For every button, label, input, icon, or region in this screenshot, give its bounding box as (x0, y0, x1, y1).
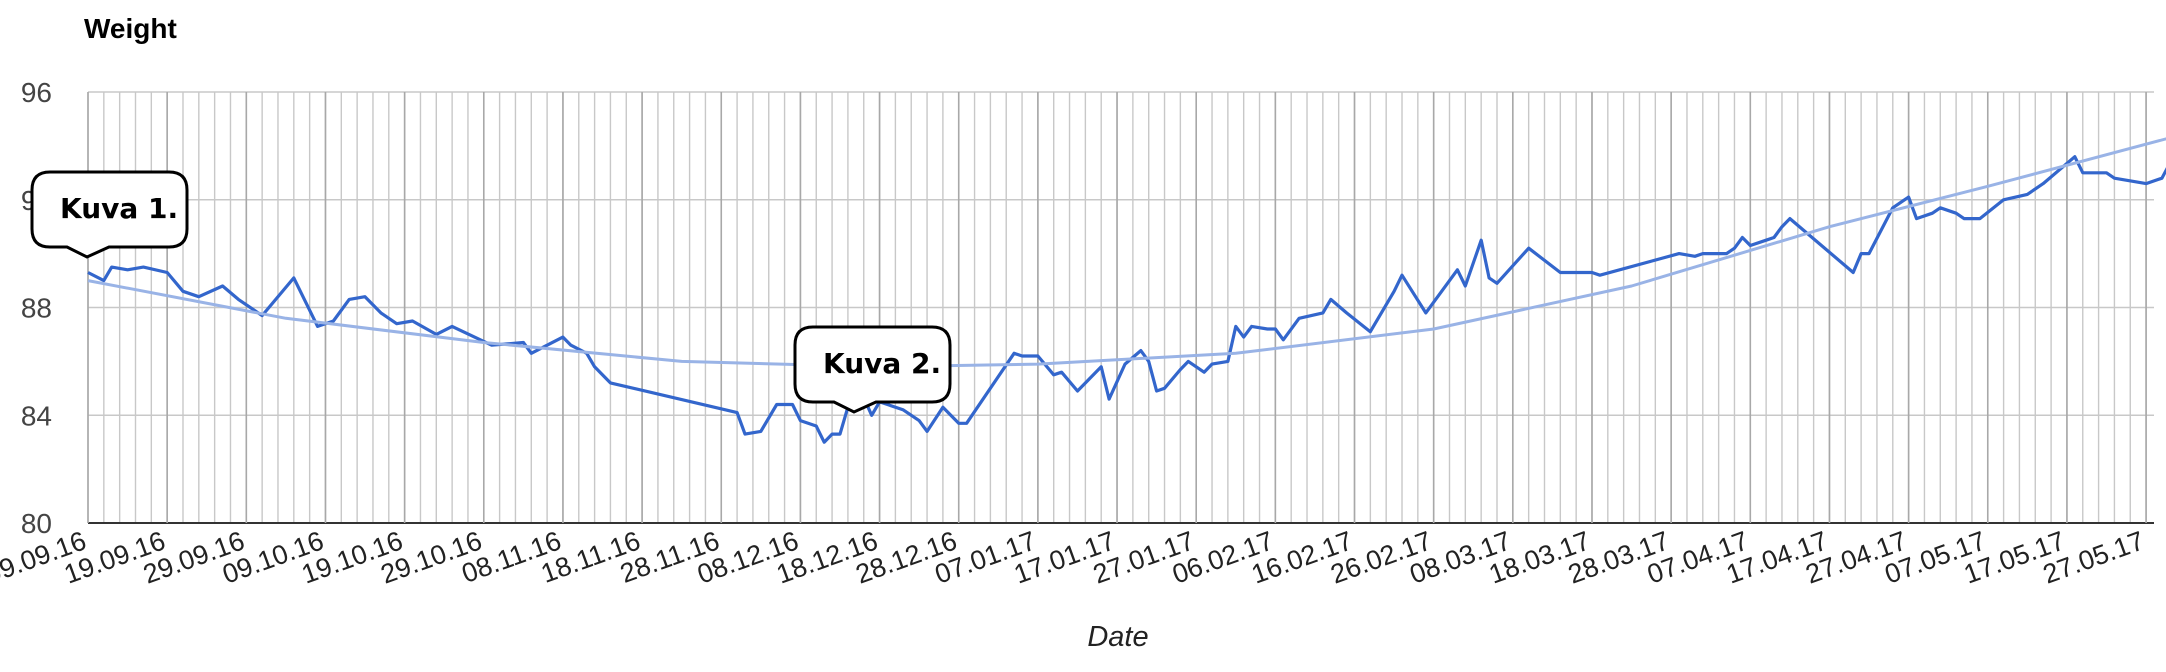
callout-bubble (30, 170, 189, 259)
y-tick-label: 96 (21, 77, 52, 108)
trendline (87, 137, 2166, 369)
x-axis-label: Date (1087, 621, 1148, 653)
series-layer (87, 137, 2166, 444)
weight-series-line (87, 155, 2166, 444)
callout-layer: Kuva 1. Kuva 2. (30, 170, 952, 414)
callout-label: Kuva 1. (60, 192, 178, 225)
y-tick-label: 88 (21, 293, 52, 324)
callout-label: Kuva 2. (823, 347, 941, 380)
x-axis-ticks: 09.09.1619.09.1629.09.1609.10.1619.10.16… (0, 525, 2148, 589)
y-tick-label: 84 (21, 400, 52, 431)
major-gridlines (87, 91, 2154, 524)
y-tick-label: 80 (21, 508, 52, 539)
callout-bubble (793, 325, 952, 414)
chart-title: Weight (84, 13, 177, 44)
y-axis-ticks: 8084889296 (21, 77, 52, 539)
